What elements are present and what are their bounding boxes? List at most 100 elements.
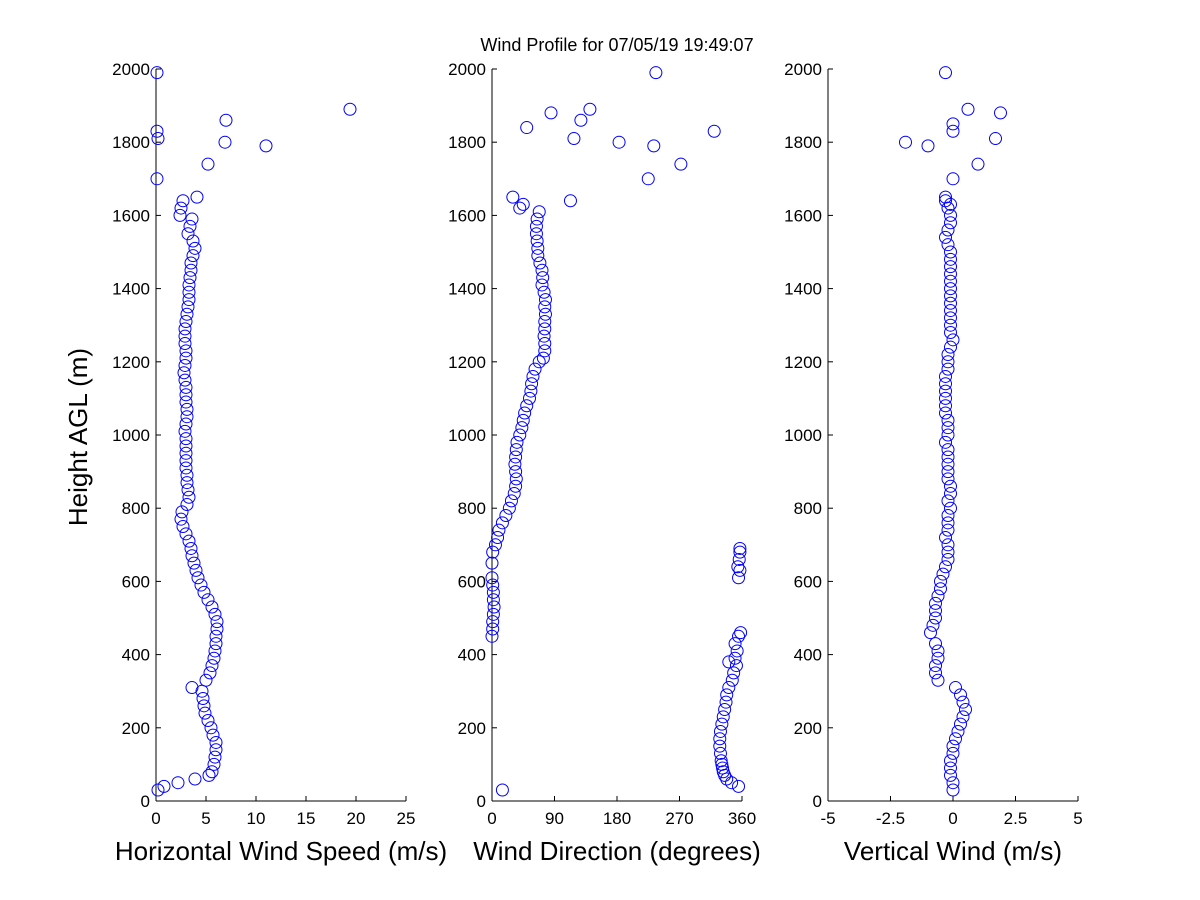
y-tick-label: 200 [122,719,150,738]
data-point [713,739,727,753]
data-point [728,637,742,651]
data-point [733,563,747,577]
data-point [941,421,955,435]
x-tick-label: -5 [820,809,835,828]
x-axis-title-horizontal-wind-speed: Horizontal Wind Speed (m/s) [115,836,447,866]
data-point [944,245,957,259]
data-point [939,399,952,413]
data-point [188,772,202,786]
data-point [944,768,957,782]
y-tick-label: 1600 [448,206,486,225]
data-point [939,377,952,391]
data-point [936,567,950,581]
data-point [201,593,215,607]
data-point [178,337,192,350]
data-point [989,132,1002,146]
data-point [713,732,727,746]
data-point [196,692,210,706]
data-point [921,139,935,153]
y-tick-label: 600 [794,572,822,591]
y-tick-label: 1000 [112,426,150,445]
x-tick-label: 360 [728,809,756,828]
data-point [150,124,164,138]
data-point [171,776,185,790]
y-tick-label: 0 [141,792,150,811]
data-point [944,197,957,211]
data-point [518,406,532,420]
data-point [941,494,955,508]
data-point [205,659,219,673]
x-axis: 0 90 180 270 360 [487,796,756,828]
data-point [944,487,957,501]
data-point [520,121,534,135]
data-point [538,322,552,336]
y-tick-label: 1800 [784,133,822,152]
data-point [732,552,746,566]
data-point [520,399,534,413]
data-point [181,227,195,241]
panel-wind-direction: 0 200 400 600 800 1000 1200 1400 1600 1800 2000 0 9… [448,60,761,866]
data-point [944,296,957,310]
data-point [733,545,747,559]
data-point [208,644,222,658]
data-point [178,322,192,336]
data-point [941,552,955,566]
data-point [934,574,947,588]
data-point [538,344,552,358]
data-point [538,307,552,321]
data-point [531,241,545,255]
data-point [179,344,193,358]
data-point [525,377,539,391]
data-point [485,571,499,585]
data-points [485,66,748,797]
data-point [176,520,190,533]
data-point [179,439,193,453]
x-tick-label: 5 [201,809,210,828]
data-point [939,230,952,244]
data-point [173,208,187,222]
data-point [939,66,952,80]
data-point [563,194,577,208]
data-point [732,629,746,643]
data-point [485,629,499,643]
y-tick-label: 400 [458,646,486,665]
data-point [944,267,957,281]
y-axis: 0 200 400 600 800 1000 1200 1400 1600 1800 2000 [784,60,833,811]
data-point [941,472,955,486]
x-axis: 0 5 10 15 20 25 [151,796,415,828]
x-tick-label: 0 [948,809,957,828]
data-point [178,329,192,343]
data-point [946,333,960,347]
y-tick-label: 200 [794,719,822,738]
y-axis: 0 200 400 600 800 1000 1200 1400 1600 1800 2000 [448,60,497,811]
data-point [538,293,552,307]
data-point [529,219,543,233]
data-point [535,278,549,292]
y-tick-label: 600 [122,572,150,591]
data-point [204,721,218,735]
x-axis: -5 -2.5 0 2.5 5 [820,796,1083,828]
x-tick-label: 90 [545,809,564,828]
data-point [523,391,536,405]
data-point [944,340,957,354]
data-point [495,783,509,797]
data-point [532,355,546,369]
data-point [485,556,499,570]
data-point [567,132,581,146]
data-point [182,278,196,292]
data-point [183,219,197,233]
data-point [722,681,736,695]
y-tick-label: 2000 [784,60,822,79]
data-point [179,388,193,402]
data-point [941,201,955,215]
data-point [486,578,500,592]
data-point [926,618,940,632]
data-point [944,754,957,768]
data-point [486,545,500,559]
data-point [202,768,216,782]
data-point [199,673,213,687]
data-point [939,190,952,204]
data-point [536,351,550,365]
data-point [219,113,233,127]
